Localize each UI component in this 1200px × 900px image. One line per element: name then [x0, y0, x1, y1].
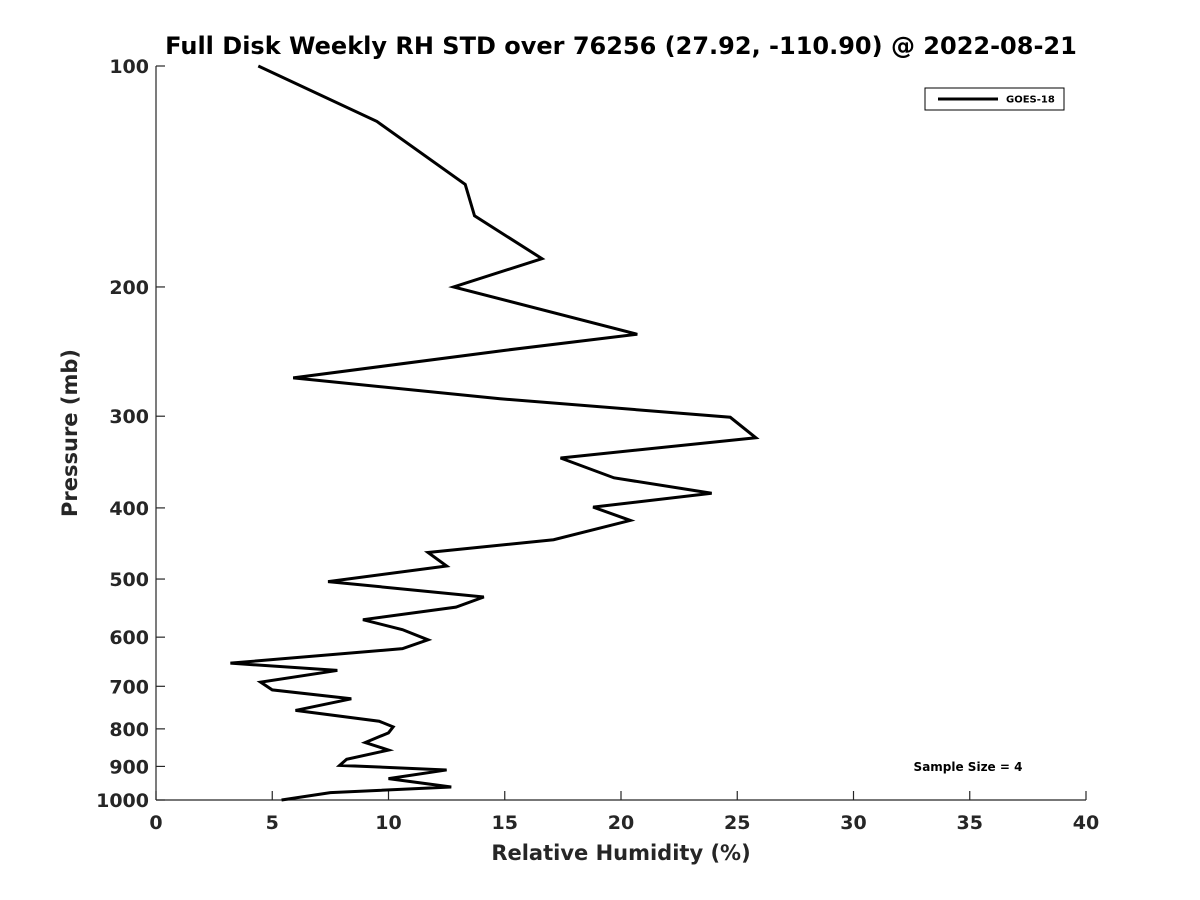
x-tick-label: 15: [492, 812, 518, 834]
x-tick-label: 35: [957, 812, 983, 834]
series-group: [230, 64, 760, 802]
x-tick-label: 30: [840, 812, 866, 834]
x-tick-label: 0: [149, 812, 162, 834]
chart-title: Full Disk Weekly RH STD over 76256 (27.9…: [165, 32, 1077, 60]
x-tick-label: 10: [375, 812, 401, 834]
legend-label-goes-18: GOES-18: [1006, 95, 1055, 106]
y-tick-label: 900: [109, 756, 149, 778]
y-tick-label: 1000: [96, 790, 149, 812]
sample-size-annotation: Sample Size = 4: [914, 760, 1023, 774]
y-tick-label: 100: [109, 56, 149, 78]
x-tick-label: 5: [266, 812, 279, 834]
series-line-goes-18: [230, 64, 760, 802]
x-tick-label: 20: [608, 812, 634, 834]
y-tick-label: 800: [109, 719, 149, 741]
y-tick-label: 300: [109, 406, 149, 428]
x-tick-label: 40: [1073, 812, 1099, 834]
axes: 0 5 10 15 20 25 30 35 40 100 200 300 400 500 600 700 800…: [96, 56, 1099, 834]
y-axis-label: Pressure (mb): [58, 349, 82, 517]
x-tick-label: 25: [724, 812, 750, 834]
y-tick-label: 500: [109, 569, 149, 591]
legend: GOES-18: [924, 87, 1065, 111]
x-axis-label: Relative Humidity (%): [491, 841, 750, 865]
y-tick-label: 400: [109, 498, 149, 520]
y-tick-label: 600: [109, 627, 149, 649]
y-tick-label: 700: [109, 676, 149, 698]
y-tick-label: 200: [109, 277, 149, 299]
